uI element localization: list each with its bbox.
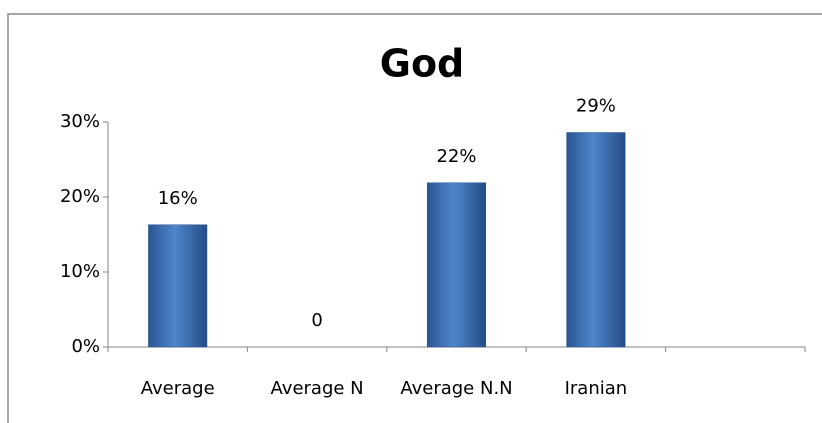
x-tick-label: Iranian [565,378,628,399]
y-tick-label: 20% [60,186,100,207]
data-label: 29% [576,96,616,117]
data-label: 16% [158,188,198,209]
y-tick-label: 0% [71,336,100,357]
data-label: 22% [436,146,476,167]
bar [566,132,626,348]
bar [148,224,208,348]
bar [426,182,487,348]
chart-border [7,13,822,423]
data-label: 0 [311,310,322,331]
y-tick-label: 10% [60,261,100,282]
chart-title: God [380,42,465,86]
x-tick-label: Average N.N [400,378,512,399]
x-tick-label: Average [141,378,215,399]
y-tick-label: 30% [60,111,100,132]
x-tick-label: Average N [271,378,364,399]
